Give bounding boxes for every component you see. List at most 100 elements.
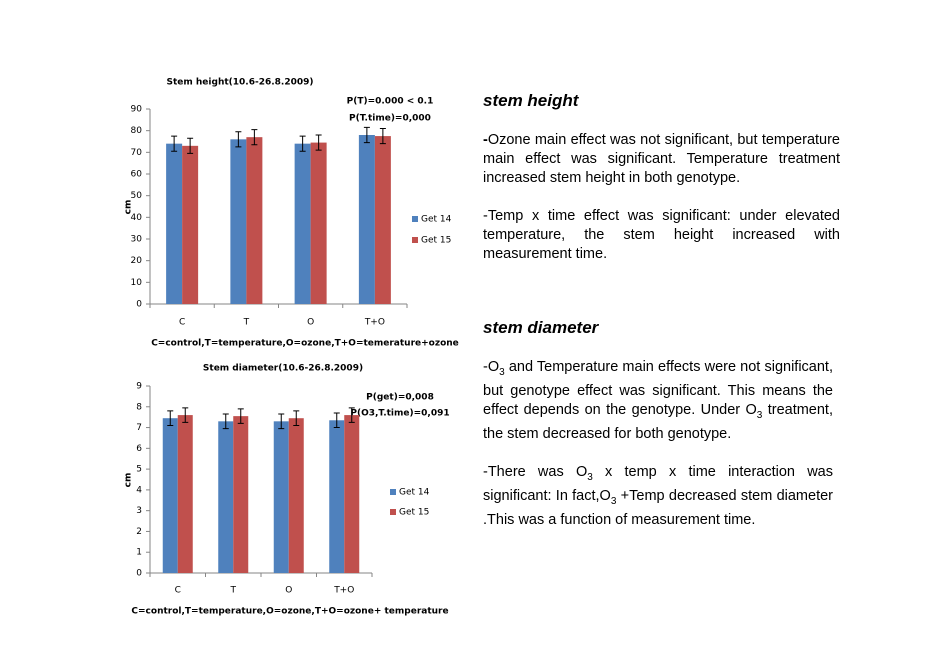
y-axis-label: cm xyxy=(124,200,134,215)
bar xyxy=(294,143,311,304)
y-tick-label: 8 xyxy=(136,402,142,412)
text-run: 3 xyxy=(587,471,593,483)
y-tick-label: 50 xyxy=(131,191,143,201)
error-bar xyxy=(315,134,322,151)
text-run: treatment, the stem decreased for both g… xyxy=(483,401,833,442)
text-section: stem diameter -O3 and Temperature main ef… xyxy=(483,318,833,549)
x-tick-label: T+O xyxy=(364,318,385,328)
bar xyxy=(218,421,234,573)
bar xyxy=(182,145,199,304)
y-tick-label: 4 xyxy=(136,485,142,495)
y-tick-label: 3 xyxy=(136,506,142,516)
y-tick-label: 2 xyxy=(136,527,142,537)
legend-label: Get 15 xyxy=(399,508,429,518)
annotation: P(O3,T.time)=0,091 xyxy=(350,409,449,419)
bar xyxy=(246,137,263,304)
bar xyxy=(310,142,327,304)
error-bar xyxy=(299,135,306,152)
x-tick-label: C xyxy=(179,318,185,328)
y-tick-label: 9 xyxy=(136,382,142,392)
bar xyxy=(358,135,375,304)
y-tick-label: 60 xyxy=(131,170,143,180)
legend-label: Get 14 xyxy=(399,488,430,498)
annotation: P(T.time)=0,000 xyxy=(349,114,431,124)
bar xyxy=(288,418,304,573)
y-tick-label: 20 xyxy=(131,256,143,266)
y-tick-label: 10 xyxy=(131,278,143,288)
text-run: 3 xyxy=(610,495,617,507)
y-tick-label: 7 xyxy=(136,423,142,433)
y-tick-label: 80 xyxy=(131,126,143,136)
paragraph: -Ozone main effect was not significant, … xyxy=(483,131,840,188)
text-run: +Temp decreased stem diameter .This was … xyxy=(483,487,833,528)
error-bar xyxy=(278,413,285,430)
text-run: and Temperature main effects were not si… xyxy=(483,359,833,418)
annotation: P(T)=0.000 < 0.1 xyxy=(347,97,434,107)
error-bar xyxy=(293,410,300,426)
y-tick-label: 0 xyxy=(136,569,142,579)
error-bar xyxy=(187,137,194,154)
legend-swatch xyxy=(412,216,418,222)
bar xyxy=(177,415,193,573)
paragraph: -O3 and Temperature main effects were no… xyxy=(483,358,833,444)
error-bar xyxy=(237,408,244,424)
y-tick-label: 1 xyxy=(136,548,142,558)
bar xyxy=(273,421,289,573)
x-axis-caption: C=control,T=temperature,O=ozone,T+O=ozon… xyxy=(131,607,448,617)
legend-label: Get 15 xyxy=(421,236,451,246)
error-bar xyxy=(348,407,355,423)
bar xyxy=(374,136,391,304)
legend-swatch xyxy=(412,237,418,243)
text-run: -There was O xyxy=(483,463,588,480)
x-tick-label: T+O xyxy=(333,586,354,596)
bar xyxy=(230,139,247,304)
bar xyxy=(329,420,345,573)
error-bar xyxy=(182,407,189,423)
text-run: -O xyxy=(483,359,500,375)
y-tick-label: 0 xyxy=(136,300,142,310)
x-tick-label: T xyxy=(243,318,250,328)
bar xyxy=(233,416,249,573)
paragraph: -There was O3 x temp x time interaction … xyxy=(483,463,833,530)
y-tick-label: 70 xyxy=(131,148,143,158)
text-section: stem height -Ozone main effect was not si… xyxy=(483,91,840,283)
y-axis-label: cm xyxy=(124,473,134,488)
y-tick-label: 5 xyxy=(136,465,142,475)
chart-title: Stem height(10.6-26.8.2009) xyxy=(167,78,314,88)
legend-label: Get 14 xyxy=(421,215,452,225)
x-tick-label: C xyxy=(175,586,181,596)
error-bar xyxy=(222,413,229,430)
annotation: P(get)=0,008 xyxy=(366,393,434,403)
y-tick-label: 90 xyxy=(131,105,143,115)
x-tick-label: T xyxy=(230,586,237,596)
chart-title: Stem diameter(10.6-26.8.2009) xyxy=(203,364,363,374)
error-bar xyxy=(235,131,242,148)
section-heading: stem diameter xyxy=(483,318,599,337)
legend-swatch xyxy=(390,509,396,515)
error-bar xyxy=(333,412,340,429)
text-run: Ozone main effect was not significant, b… xyxy=(483,132,840,186)
bar xyxy=(162,418,178,573)
paragraph: -Temp x time effect was significant: und… xyxy=(483,207,840,264)
section-heading: stem height xyxy=(483,91,579,110)
x-tick-label: O xyxy=(285,586,292,596)
text-run: - xyxy=(483,132,488,148)
text-run: -Temp x time effect was significant: und… xyxy=(483,208,840,262)
bar xyxy=(344,415,360,573)
text-run: 3 xyxy=(756,409,763,421)
y-tick-label: 40 xyxy=(131,213,143,223)
text-run: 3 xyxy=(499,366,505,378)
x-axis-caption: C=control,T=temperature,O=ozone,T+O=teme… xyxy=(151,339,459,349)
error-bar xyxy=(167,410,174,426)
text-run: x temp x time interaction was significan… xyxy=(483,463,833,504)
error-bar xyxy=(171,135,178,152)
y-tick-label: 6 xyxy=(136,444,142,454)
x-tick-label: O xyxy=(307,318,314,328)
bar xyxy=(166,143,183,304)
error-bar xyxy=(379,128,386,145)
error-bar xyxy=(251,129,258,146)
legend-swatch xyxy=(390,489,396,495)
y-tick-label: 30 xyxy=(131,235,143,245)
